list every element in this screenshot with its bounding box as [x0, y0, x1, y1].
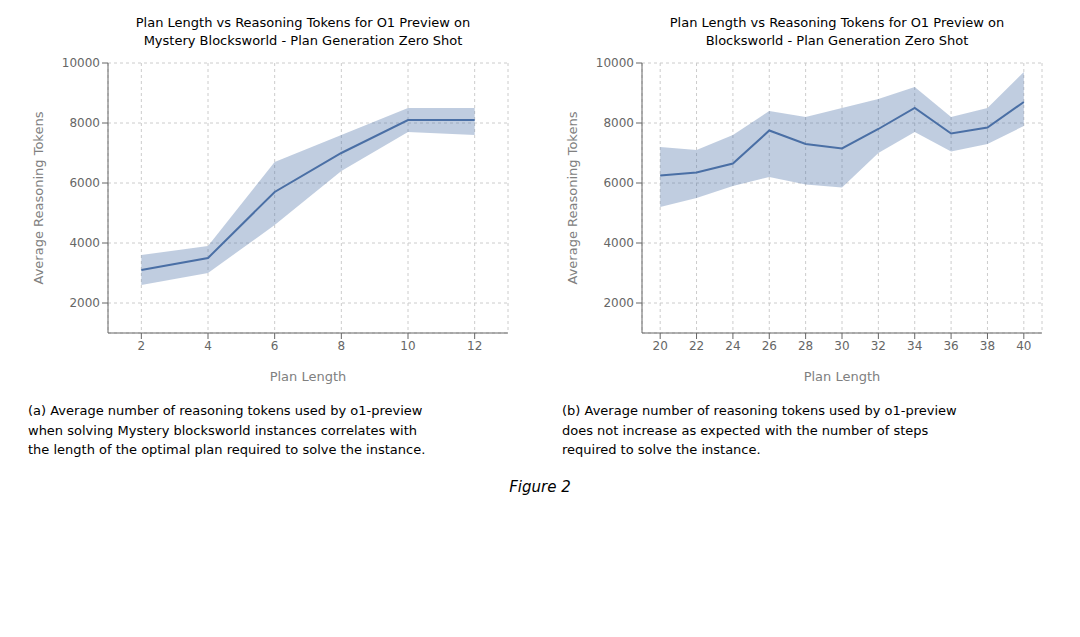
svg-text:22: 22 — [689, 339, 704, 353]
svg-text:10000: 10000 — [596, 56, 634, 70]
svg-text:34: 34 — [907, 339, 922, 353]
html-text:Plan Length vs Reasoning Token: Plan Length vs Reasoning Tokens for O1 P… — [669, 15, 1005, 48]
svg-text:30: 30 — [834, 339, 849, 353]
svg-text:6: 6 — [271, 339, 279, 353]
svg-text:24: 24 — [725, 339, 740, 353]
svg-text:2000: 2000 — [603, 296, 634, 310]
svg-text:2000: 2000 — [69, 296, 100, 310]
html-text:Figure 2: Figure 2 — [509, 477, 571, 496]
svg-text:36: 36 — [943, 339, 958, 353]
svg-text:4000: 4000 — [603, 236, 634, 250]
svg-text:28: 28 — [798, 339, 813, 353]
svg-text:26: 26 — [762, 339, 777, 353]
html-text:(a) Average number of reasonin: (a) Average number of reasoning tokens u… — [28, 403, 426, 458]
svg-text:10000: 10000 — [62, 56, 100, 70]
svg-text:32: 32 — [871, 339, 886, 353]
svg-text:10: 10 — [400, 339, 415, 353]
svg-text:8: 8 — [338, 339, 346, 353]
svg-text:20: 20 — [653, 339, 668, 353]
svg-text:4000: 4000 — [69, 236, 100, 250]
svg-text:Plan Length: Plan Length — [804, 369, 881, 384]
svg-text:6000: 6000 — [603, 176, 634, 190]
svg-text:40: 40 — [1016, 339, 1031, 353]
svg-text:Average Reasoning Tokens: Average Reasoning Tokens — [31, 111, 46, 284]
svg-text:Plan Length: Plan Length — [270, 369, 347, 384]
svg-text:2: 2 — [138, 339, 146, 353]
svg-text:38: 38 — [980, 339, 995, 353]
svg-text:6000: 6000 — [69, 176, 100, 190]
html-text:Plan Length vs Reasoning Token: Plan Length vs Reasoning Tokens for O1 P… — [135, 15, 471, 48]
svg-text:4: 4 — [204, 339, 212, 353]
svg-text:Average Reasoning Tokens: Average Reasoning Tokens — [565, 111, 580, 284]
svg-text:8000: 8000 — [603, 116, 634, 130]
html-text:(b) Average number of reasonin: (b) Average number of reasoning tokens u… — [562, 403, 957, 458]
svg-text:8000: 8000 — [69, 116, 100, 130]
svg-text:12: 12 — [467, 339, 482, 353]
